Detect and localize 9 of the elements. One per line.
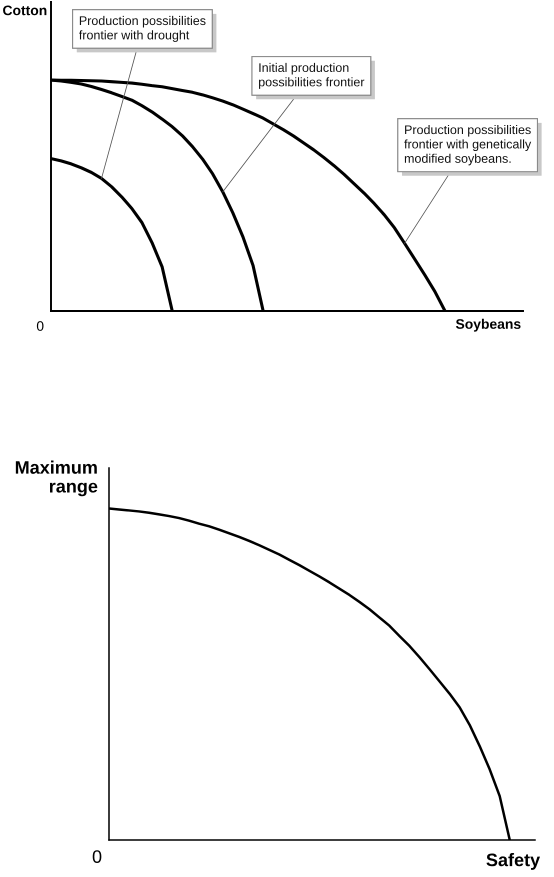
y-axis-title: Cotton bbox=[3, 5, 46, 16]
text: Initial production possibilities frontier bbox=[259, 62, 364, 89]
text: Production possibilities frontier with genetically modified soybeans. bbox=[404, 124, 532, 166]
x-axis-title: Safety bbox=[486, 853, 540, 870]
text: Production possibilities frontier with drought bbox=[79, 16, 206, 42]
text: 0 bbox=[92, 850, 102, 863]
x-axis-title: Soybeans bbox=[456, 318, 521, 332]
text: 0 bbox=[36, 321, 44, 331]
y-axis-title: Maximum range bbox=[16, 460, 98, 496]
